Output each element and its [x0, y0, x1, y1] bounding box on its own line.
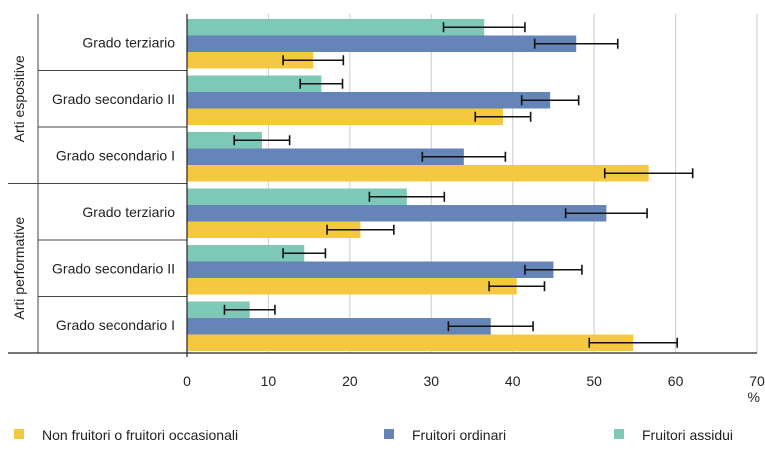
group-label-0: Arti espositive [11, 55, 27, 142]
legend-swatch-non [14, 429, 24, 439]
bar-assidui-g1-c0 [187, 188, 407, 205]
bar-ordinari-g0-c0 [187, 35, 577, 52]
legend: Non fruitori o fruitori occasionali Fruit… [14, 427, 733, 443]
bar-non-g1-c2 [187, 334, 634, 351]
category-label-g0-c0: Grado terziario [82, 34, 175, 50]
category-label-g1-c2: Grado secondario I [56, 317, 175, 333]
bar-assidui-g0-c2 [187, 132, 262, 149]
bar-non-g0-c2 [187, 165, 649, 182]
x-tick-label-50: 50 [586, 373, 602, 389]
category-label-g0-c1: Grado secondario II [52, 91, 175, 107]
bar-non-g0-c1 [187, 108, 503, 125]
bar-assidui-g1-c1 [187, 245, 305, 262]
error-bars [223, 22, 694, 348]
bar-assidui-g0-c0 [187, 19, 485, 36]
axes [8, 14, 757, 357]
bar-ordinari-g1-c1 [187, 261, 554, 278]
bar-non-g1-c1 [187, 278, 517, 295]
bar-ordinari-g0-c2 [187, 148, 464, 165]
x-unit-label: % [748, 389, 760, 405]
legend-label-ordinari: Fruitori ordinari [412, 427, 506, 443]
bar-assidui-g1-c2 [187, 301, 250, 318]
bar-non-g0-c0 [187, 52, 314, 69]
x-tick-label-30: 30 [423, 373, 439, 389]
category-label-g1-c0: Grado terziario [82, 204, 175, 220]
bar-ordinari-g1-c0 [187, 205, 607, 222]
legend-label-non: Non fruitori o fruitori occasionali [42, 427, 238, 443]
category-label-g0-c2: Grado secondario I [56, 147, 175, 163]
legend-swatch-assidui [614, 429, 624, 439]
bar-ordinari-g0-c1 [187, 92, 551, 109]
gridlines [267, 14, 758, 353]
group-label-1: Arti performative [11, 217, 27, 320]
x-tick-labels: 0 10 20 30 40 50 60 70 [183, 373, 765, 389]
bar-ordinari-g1-c2 [187, 318, 491, 335]
bars [187, 19, 649, 351]
bar-non-g1-c0 [187, 221, 361, 238]
x-tick-label-40: 40 [505, 373, 521, 389]
x-tick-label-70: 70 [749, 373, 765, 389]
x-tick-label-10: 10 [261, 373, 277, 389]
x-tick-label-20: 20 [342, 373, 358, 389]
group-labels: Arti espositive Arti performative [11, 55, 27, 320]
legend-label-assidui: Fruitori assidui [642, 427, 733, 443]
x-tick-label-60: 60 [668, 373, 684, 389]
legend-swatch-ordinari [384, 429, 394, 439]
category-labels: Grado terziario Grado secondario II Grado … [52, 34, 175, 333]
bar-assidui-g0-c1 [187, 75, 322, 92]
category-label-g1-c1: Grado secondario II [52, 260, 175, 276]
x-tick-label-0: 0 [183, 373, 191, 389]
